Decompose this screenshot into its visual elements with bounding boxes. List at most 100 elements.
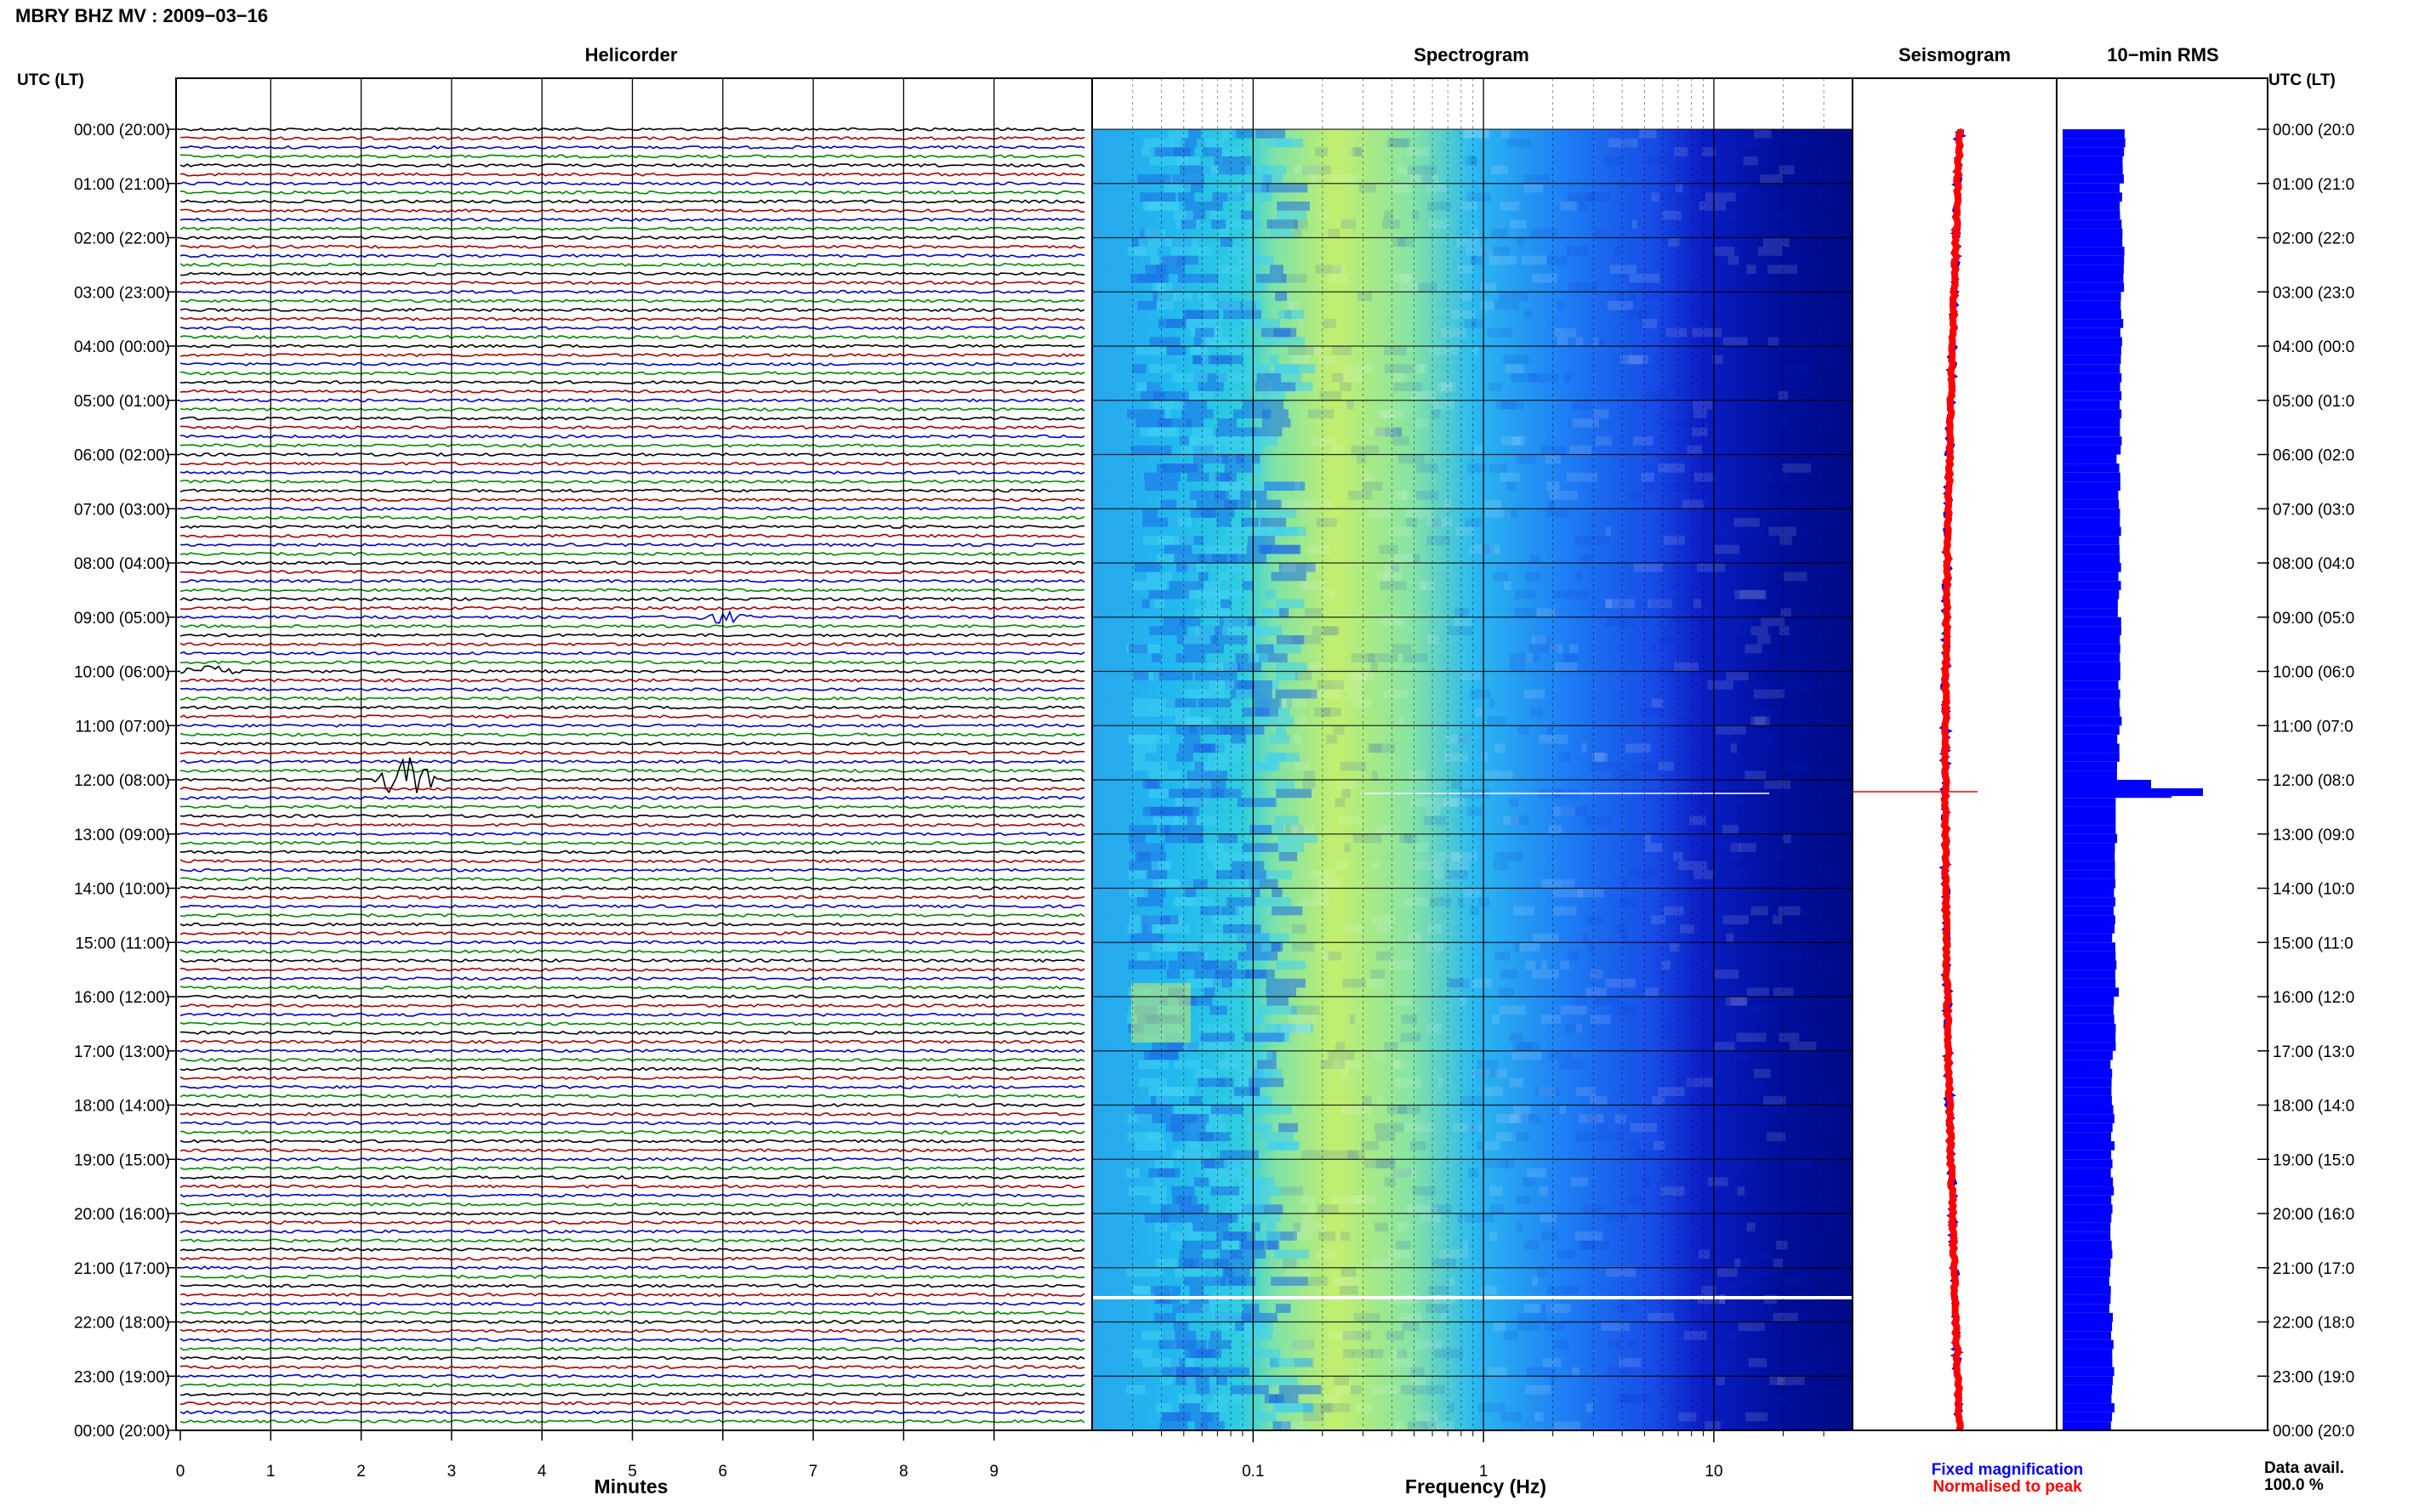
spectrogram-cell <box>1403 653 1427 662</box>
spectrogram-cell <box>1585 987 1608 997</box>
spectrogram-cell <box>1209 1384 1220 1395</box>
spectrogram-cell <box>1475 708 1485 717</box>
spectrogram-cell <box>1301 897 1329 907</box>
spectrogram-cell <box>1664 906 1684 916</box>
spectrogram-cell <box>1750 626 1768 635</box>
spectrogram-cell <box>1748 1358 1767 1367</box>
spectrogram-cell <box>1306 346 1323 355</box>
spectrogram-cell <box>1397 165 1412 175</box>
spectrogram-cell <box>1557 1249 1575 1259</box>
spectrogram-cell <box>1420 581 1426 590</box>
spectrogram-cell <box>1661 960 1671 970</box>
spectrogram-cell <box>1397 237 1414 247</box>
spectrogram-cell <box>1188 129 1201 139</box>
spectrogram-cell <box>1239 1069 1274 1078</box>
spectrogram-cell <box>1523 1177 1535 1187</box>
spectrogram-cell <box>1128 870 1147 879</box>
spectrogram-cell <box>1607 300 1633 310</box>
spectrogram-cell <box>1591 761 1622 771</box>
rms-bar <box>2063 1358 2113 1367</box>
spectrogram-cell <box>1693 400 1713 410</box>
spectrogram-cell <box>1618 1304 1631 1313</box>
spectrogram-cell <box>1574 997 1587 1006</box>
spectrogram-cell <box>1309 174 1318 184</box>
spectrogram-cell <box>1736 1032 1767 1043</box>
rms-bar <box>2063 247 2125 256</box>
spectrogram-cell <box>1465 517 1483 527</box>
spectrogram-cell <box>1726 806 1737 816</box>
spectrogram-cell <box>1137 300 1157 310</box>
spectrogram-cell <box>1200 1421 1225 1430</box>
rms-bar <box>2063 743 2120 753</box>
spectrogram-cell <box>1255 716 1295 726</box>
spectrogram-cell <box>1633 436 1653 446</box>
time-label-right: 09:00 (05:0 <box>2273 610 2354 628</box>
spectrogram-cell <box>1217 1060 1246 1069</box>
spectrogram-cell <box>1538 1087 1556 1096</box>
spectrogram-cell <box>1250 888 1261 898</box>
spectrogram-cell <box>1169 788 1202 799</box>
spectrogram-cell <box>1177 951 1204 961</box>
spectrogram-cell <box>1261 897 1292 907</box>
spectrogram-cell <box>1702 147 1716 156</box>
rms-bar <box>2063 608 2118 617</box>
spectrogram-cell <box>1235 906 1253 916</box>
spectrogram-cell <box>1739 1032 1753 1043</box>
spectrogram-cell <box>1509 219 1527 229</box>
spectrogram-cell <box>1503 1331 1518 1340</box>
spectrogram-cell <box>1615 1394 1636 1404</box>
spectrogram-cell <box>1205 599 1221 609</box>
spectrogram-cell <box>1364 1159 1395 1168</box>
spectrogram-cell <box>1246 436 1278 446</box>
rms-bar <box>2063 445 2121 455</box>
rms-bar <box>2063 210 2120 220</box>
spectrogram-cell <box>1667 454 1678 464</box>
spectrogram-cell <box>1135 1141 1166 1151</box>
spectrogram-cell <box>1236 1095 1272 1106</box>
spectrogram-cell <box>1189 1095 1202 1106</box>
spectrogram-cell <box>1254 698 1282 708</box>
time-label-left: 09:00 (05:00) <box>74 610 170 628</box>
spectrogram-cell <box>1716 725 1746 735</box>
spectrogram-cell <box>1335 680 1342 690</box>
spectrogram-cell <box>1376 924 1393 934</box>
spectrogram-cell <box>1375 1159 1397 1168</box>
spectrogram-cell <box>1182 1222 1194 1232</box>
spectrogram-cell <box>1504 509 1517 518</box>
rms-bar <box>2063 436 2122 446</box>
spectrogram-cell <box>1152 942 1179 952</box>
spectrogram-cell <box>1733 517 1760 527</box>
rms-bar <box>2063 843 2115 852</box>
spectrogram-cell <box>1151 1195 1166 1205</box>
spectrogram-cell <box>1287 300 1294 310</box>
spectrogram-cell <box>1333 1376 1350 1385</box>
spectrogram-cell <box>1333 1276 1361 1286</box>
spectrogram-cell <box>1275 1141 1298 1151</box>
spectrogram-cell <box>1131 708 1174 717</box>
spectrogram-cell <box>1488 698 1495 708</box>
spectrogram-cell <box>1174 1267 1206 1277</box>
spectrogram-cell <box>1158 418 1192 428</box>
spectrogram-cell <box>1528 372 1559 383</box>
spectrogram-cell <box>1389 138 1409 148</box>
spectrogram-cell <box>1255 708 1270 717</box>
spectrogram-cell <box>1179 165 1210 175</box>
spectrogram-cell <box>1431 400 1454 410</box>
spectrogram-cell <box>1209 680 1238 690</box>
spectrogram-cell <box>1488 382 1503 392</box>
spectrogram-cell <box>1275 671 1298 681</box>
rms-bar <box>2063 300 2121 310</box>
spectrogram-cell <box>1727 255 1739 265</box>
spectrogram-cell <box>1143 1050 1179 1060</box>
spectrogram-cell <box>1779 626 1790 635</box>
spectrogram-cell <box>1527 1168 1546 1178</box>
spectrogram-cell <box>1260 192 1272 202</box>
spectrogram-cell <box>1394 491 1407 500</box>
spectrogram-cell <box>1766 536 1779 545</box>
spectrogram-cell <box>1407 1421 1437 1430</box>
spectrogram-cell <box>1232 129 1253 139</box>
spectrogram-cell <box>1231 734 1247 744</box>
time-label-left: 23:00 (19:00) <box>74 1368 170 1386</box>
time-label-right: 14:00 (10:0 <box>2273 881 2354 899</box>
spectrogram-cell <box>1173 1322 1189 1332</box>
